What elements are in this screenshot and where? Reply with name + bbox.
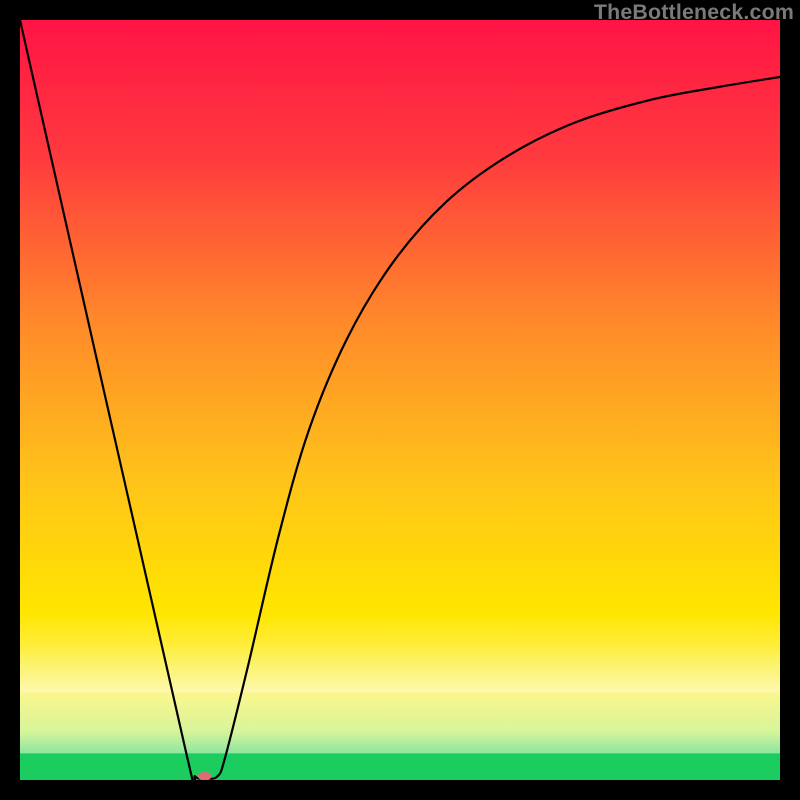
yellow-band <box>20 651 780 693</box>
plot-area <box>20 20 780 780</box>
chart-container: TheBottleneck.com <box>0 0 800 800</box>
green-band <box>20 753 780 780</box>
watermark-label: TheBottleneck.com <box>594 0 794 25</box>
chart-svg <box>20 20 780 780</box>
marker-dot <box>198 772 212 780</box>
